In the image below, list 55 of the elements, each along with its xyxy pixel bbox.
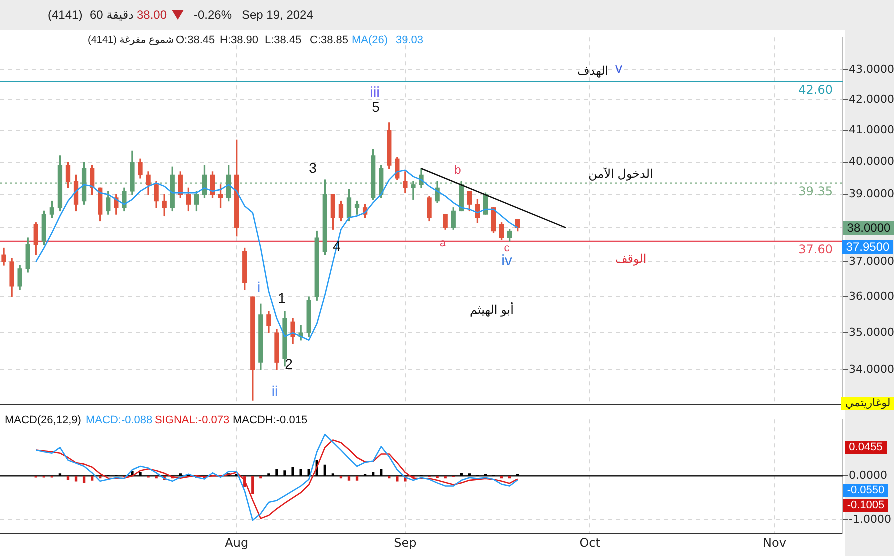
annotation: 5	[372, 99, 380, 115]
text: -0.1005	[843, 500, 889, 512]
ref-line-label: 37.60	[798, 242, 833, 257]
annotation: b	[454, 163, 462, 177]
text: 38.00	[137, 8, 168, 22]
annotation: iv	[502, 252, 512, 270]
text: Sep 19, 2024	[242, 8, 314, 22]
y-tick-label: 41.0000	[849, 124, 894, 137]
annotation: H:38.90	[220, 34, 259, 46]
text: 0.0455	[845, 442, 887, 454]
text: (4141)	[48, 8, 83, 22]
annotation: ii	[272, 383, 278, 399]
y-tick-label: -1.0000	[849, 512, 892, 526]
annotation: الوقف	[615, 252, 647, 266]
annotation: C:38.85	[310, 34, 349, 46]
text: -0.26%	[194, 8, 232, 22]
ref-line-label: 39.35	[798, 184, 833, 198]
annotation: شموع مفرغة (4141)	[88, 35, 174, 46]
text: MA(26)	[352, 34, 388, 46]
annotation: 2	[285, 356, 293, 372]
y-tick-label: 42.0000	[849, 92, 894, 106]
annotation: 1	[278, 290, 286, 306]
y-tick-label: 37.0000	[849, 254, 894, 268]
annotation: O:38.45	[176, 34, 216, 46]
y-tick-label: 35.0000	[849, 326, 894, 339]
text: -0.0550	[843, 484, 889, 498]
text: 60 دقيقة	[90, 8, 134, 22]
x-tick-label: Nov	[763, 536, 786, 550]
annotation: c	[504, 242, 510, 254]
text: لوغاريتمي	[841, 398, 894, 410]
y-tick-label: 40.0000	[849, 155, 894, 168]
y-tick-label: 43.0000	[849, 62, 894, 76]
chart-title: MACD(26,12,9)	[5, 414, 82, 426]
annotation: 3	[309, 160, 317, 176]
annotation: SIGNAL:-0.073	[155, 414, 230, 426]
annotation: 39.03	[396, 34, 424, 46]
y-tick-label: 34.0000	[849, 362, 894, 376]
x-tick-label: Aug	[225, 536, 249, 550]
ref-line-label: 42.60	[798, 82, 833, 97]
annotation: الهدف	[577, 64, 609, 78]
text: 38.0000	[843, 221, 894, 235]
x-tick-label: Sep	[394, 536, 417, 550]
y-tick-label: 0.0000	[849, 469, 888, 482]
annotation: أبو الهيثم	[470, 303, 514, 317]
text: 37.9500	[842, 240, 894, 254]
y-tick-label: 36.0000	[849, 290, 894, 303]
annotation: MACDH:-0.015	[233, 414, 308, 426]
annotation: الدخول الآمن	[588, 167, 654, 181]
annotation: iii	[370, 84, 380, 102]
annotation: MACD:-0.088	[86, 414, 153, 426]
annotation: L:38.45	[265, 34, 302, 46]
annotation: v	[616, 60, 622, 76]
x-tick-label: Oct	[580, 536, 601, 550]
y-tick-label: 39.0000	[849, 188, 894, 201]
annotation: i	[257, 279, 261, 295]
